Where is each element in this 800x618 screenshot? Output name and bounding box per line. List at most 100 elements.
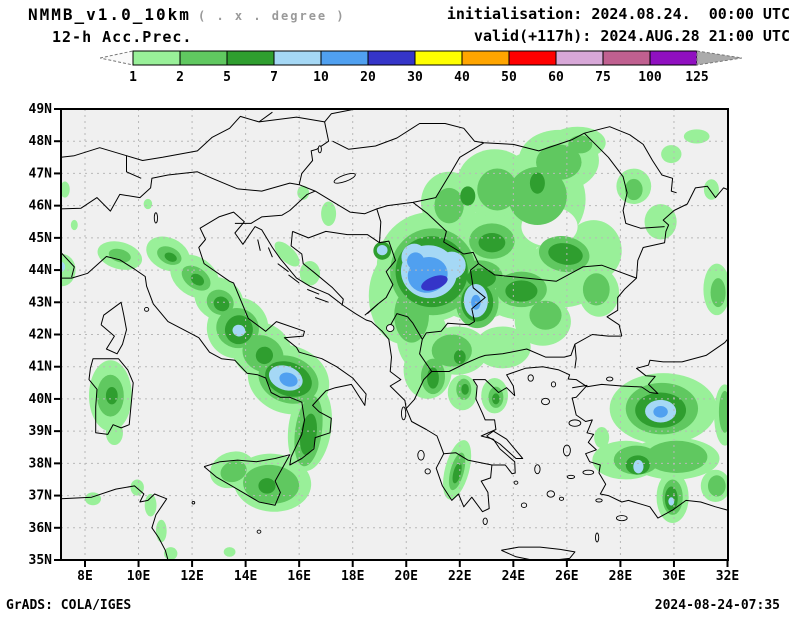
precip-shaded-area (274, 241, 300, 267)
island-outline (534, 464, 541, 475)
precip-shaded-area (279, 372, 298, 387)
colorbar-tick-label: 125 (685, 70, 708, 84)
coastline-border (88, 358, 134, 435)
precip-shaded-area (232, 324, 246, 337)
latitude-tick-label: 49N (29, 102, 53, 117)
colorbar-tick-label: 2 (176, 70, 184, 84)
coastline-border (277, 263, 289, 273)
precip-shaded-area (376, 244, 388, 256)
coastline-border (234, 216, 728, 475)
coastline-border (307, 288, 320, 295)
island-outline (562, 444, 571, 457)
precip-shaded-area (582, 273, 610, 306)
precip-shaded-area (460, 186, 476, 206)
latitude-tick-label: 39N (29, 424, 53, 439)
longitude-tick-label: 30E (662, 569, 685, 584)
longitude-tick-label: 8E (77, 569, 93, 584)
longitude-tick-label: 32E (716, 569, 739, 584)
colorbar-cell (602, 50, 651, 66)
lake-outline (153, 212, 158, 224)
colorbar-cell (555, 50, 604, 66)
longitude-tick-label: 12E (180, 569, 203, 584)
precip-shaded-area (644, 204, 677, 240)
latitude-tick-label: 43N (29, 295, 53, 310)
precip-shaded-area (505, 280, 538, 302)
island-outline (527, 374, 534, 382)
precip-shaded-area (84, 492, 102, 506)
coastline-border (571, 384, 728, 519)
coastline-border (584, 126, 677, 194)
island-outline (615, 515, 628, 522)
island-outline (541, 397, 550, 406)
colorbar-cell (320, 50, 369, 66)
colorbar-tick-label: 60 (548, 70, 564, 84)
coastline-border (486, 430, 524, 459)
latitude-tick-label: 42N (29, 328, 53, 343)
latitude-tick-label: 45N (29, 231, 53, 246)
colorbar: 1 2 5 7 10 20 30 40 50 60 75 100 125 (99, 50, 743, 85)
precip-shaded-area (427, 367, 439, 389)
precip-shaded-area (653, 406, 668, 418)
coastline-border (61, 147, 142, 179)
coastline-border (501, 546, 576, 560)
latitude-tick-label: 46N (29, 199, 53, 214)
longitude-tick-label: 26E (555, 569, 578, 584)
precip-shaded-area (568, 135, 593, 154)
coastline-border (234, 190, 316, 224)
island-outline (513, 480, 519, 485)
precip-shaded-area (61, 181, 70, 198)
island-outline (595, 498, 603, 503)
precip-shaded-area (321, 201, 337, 226)
precip-shaded-area (461, 383, 469, 395)
coastline-border (203, 454, 291, 506)
longitude-tick-label: 22E (448, 569, 471, 584)
latitude-tick-label: 38N (29, 456, 53, 471)
precip-shaded-area (105, 387, 118, 405)
precip-shaded-area (536, 144, 582, 180)
island-outline (558, 496, 565, 501)
coastline-border (126, 111, 273, 161)
precip-shaded-area (220, 460, 247, 483)
precip-shaded-area (529, 172, 545, 194)
coastline-border (61, 211, 367, 466)
coastline-border (61, 171, 300, 212)
precip-shaded-area (718, 390, 728, 433)
coastline-border (267, 247, 273, 258)
coastline-border (435, 453, 493, 513)
precip-shaded-area (683, 129, 710, 144)
latitude-tick-label: 48N (29, 134, 53, 149)
coastline-border (376, 142, 485, 210)
coastline-border (574, 344, 577, 369)
colorbar-tick-label: 40 (454, 70, 470, 84)
colorbar-cell (226, 50, 275, 66)
colorbar-cell (414, 50, 463, 66)
island-outline (566, 474, 576, 479)
longitude-tick-label: 16E (287, 569, 310, 584)
precip-shaded-area (466, 268, 496, 288)
island-outline (568, 419, 582, 427)
island-outline (546, 490, 555, 498)
latitude-tick-label: 44N (29, 263, 53, 278)
precip-shaded-area (668, 497, 675, 506)
precip-shaded-area (300, 413, 317, 456)
colorbar-tick-label: 50 (501, 70, 517, 84)
coastline-border (606, 185, 728, 337)
colorbar-tick-label: 1 (129, 70, 137, 84)
precip-shaded-area (474, 326, 531, 369)
creation-timestamp: 2024-08-24-07:35 (654, 598, 780, 613)
precip-shaded-area (407, 252, 425, 270)
precip-shaded-area (477, 168, 518, 211)
coastline-border (431, 334, 622, 372)
precip-shaded-area (507, 167, 567, 225)
coastline-border (421, 263, 486, 340)
island-outline (520, 502, 528, 508)
island-outline (401, 406, 407, 421)
colorbar-tick-label: 75 (595, 70, 611, 84)
coastline-border (61, 252, 75, 278)
colorbar-tick-label: 10 (313, 70, 329, 84)
precip-shaded-area (190, 273, 205, 286)
coastline-border (412, 202, 637, 282)
colorbar-tick-label: 30 (407, 70, 423, 84)
lake-outline (317, 145, 322, 154)
latitude-tick-label: 41N (29, 360, 53, 375)
